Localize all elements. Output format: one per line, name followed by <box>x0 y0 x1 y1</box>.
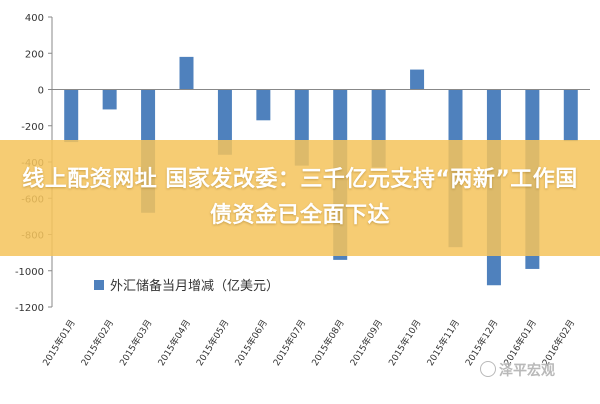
overlay-text: 线上配资网址 国家发改委：三千亿元支持“两新”工作国债资金已全面下达 <box>22 167 578 228</box>
y-tick-label: 0 <box>38 86 44 97</box>
x-tick-label: 2015年06月 <box>232 317 270 368</box>
x-tick-label: 2015年11月 <box>424 317 462 368</box>
x-tick-label: 2015年05月 <box>194 317 232 368</box>
overlay-banner: 线上配资网址 国家发改委：三千亿元支持“两新”工作国债资金已全面下达 <box>0 140 600 256</box>
y-tick-label: -200 <box>21 122 44 133</box>
y-tick-label: 200 <box>25 49 44 60</box>
watermark: 泽平宏观 <box>480 360 555 380</box>
bar <box>217 89 232 155</box>
bar <box>563 89 578 142</box>
y-tick-label: 400 <box>25 13 44 24</box>
x-tick-label: 2015年09月 <box>347 317 385 368</box>
legend-label: 外汇储备当月增减（亿美元） <box>110 278 279 294</box>
y-tick-label: -1000 <box>15 267 44 278</box>
bar <box>64 89 79 143</box>
x-tick-label: 2015年01月 <box>40 317 78 368</box>
legend: 外汇储备当月增减（亿美元） <box>94 278 279 294</box>
watermark-icon <box>480 361 496 377</box>
x-tick-label: 2015年03月 <box>117 317 155 368</box>
bar <box>410 69 425 90</box>
x-tick-label: 2015年02月 <box>78 317 116 368</box>
x-tick-label: 2015年10月 <box>386 317 424 368</box>
y-tick-label: -1200 <box>15 303 44 314</box>
x-tick-label: 2015年08月 <box>309 317 347 368</box>
bar <box>102 89 117 110</box>
bar <box>256 89 271 121</box>
legend-swatch <box>94 280 104 290</box>
watermark-text: 泽平宏观 <box>499 363 555 379</box>
x-tick-label: 2015年07月 <box>270 317 308 368</box>
bar <box>179 56 194 90</box>
x-tick-label: 2015年04月 <box>155 317 193 368</box>
